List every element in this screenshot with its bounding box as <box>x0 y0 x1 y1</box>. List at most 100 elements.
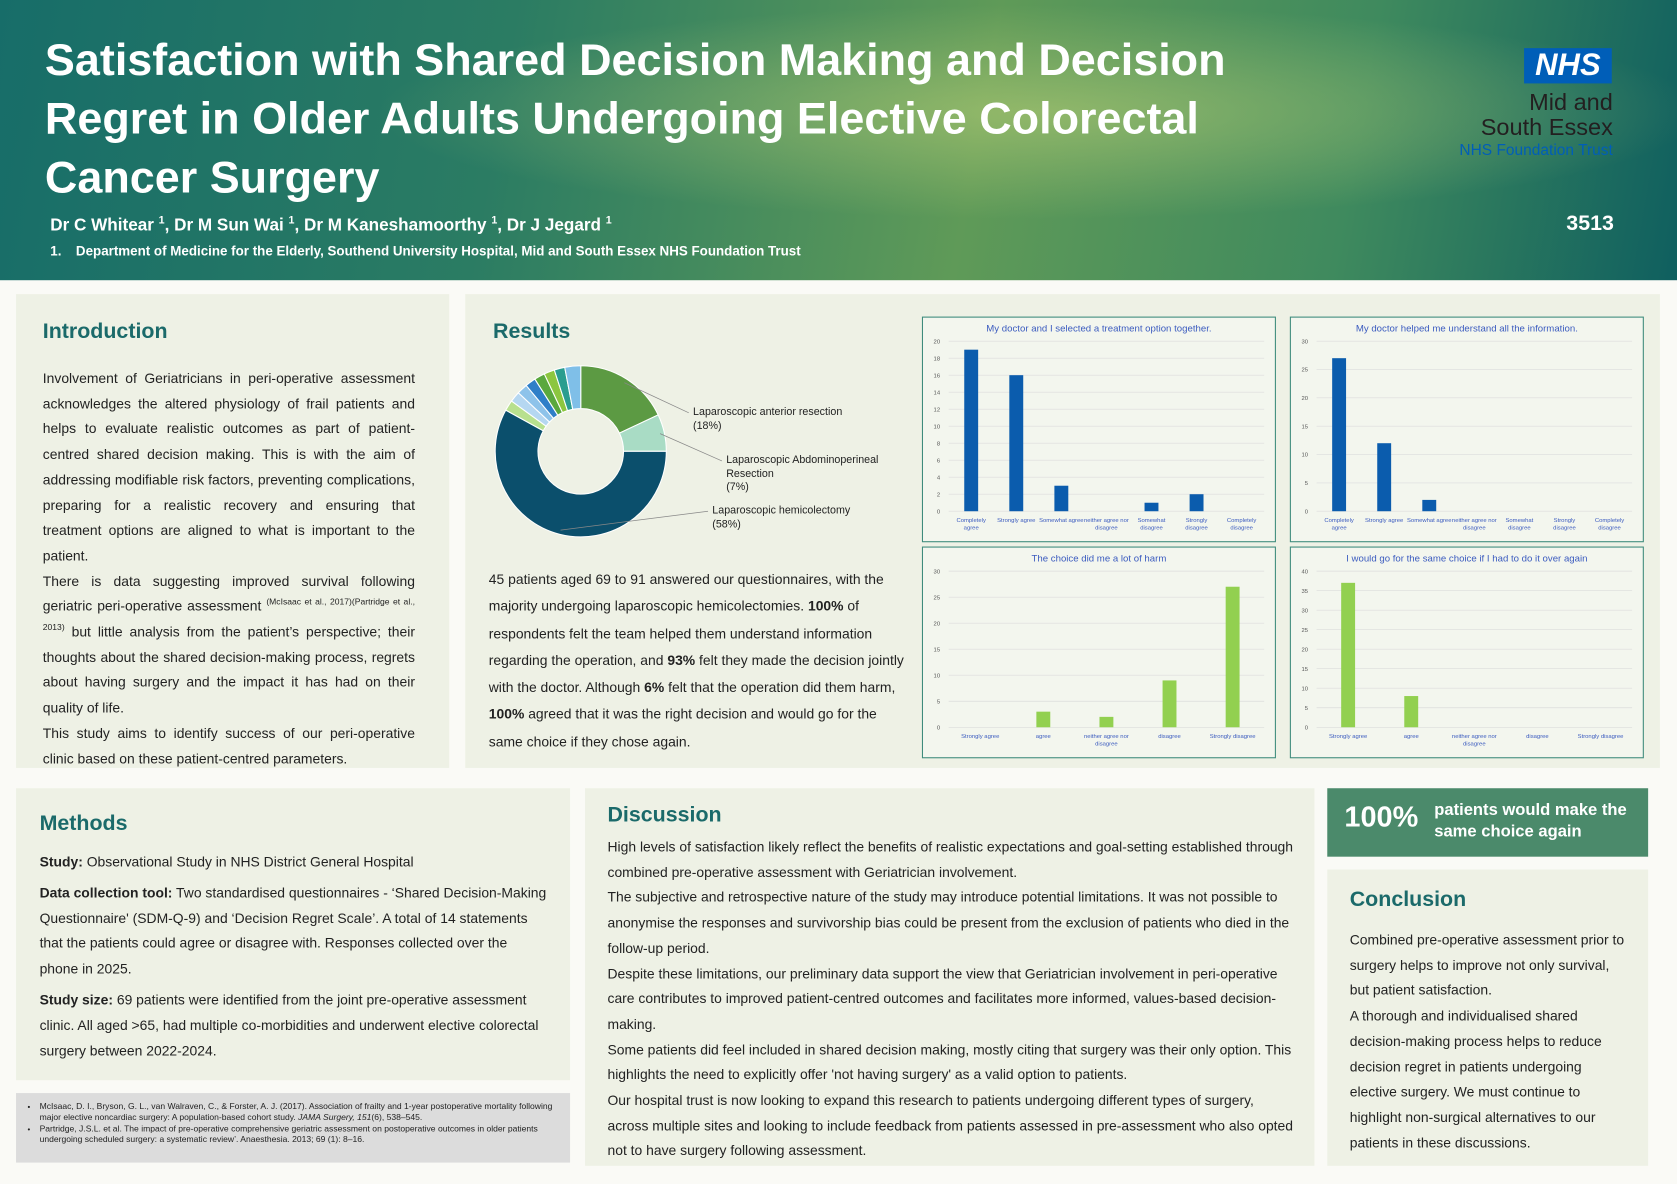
reference: Partridge, J.S.L. et al. The impact of p… <box>40 1124 562 1145</box>
leader-line <box>560 510 709 531</box>
x-tick-label: disagree <box>1526 733 1549 741</box>
method-label: Data collection tool: <box>39 884 173 901</box>
x-tick-label: Completely disagree <box>1594 517 1625 532</box>
text: McIsaac, D. I., Bryson, G. L., van Walra… <box>39 1101 553 1122</box>
discussion-panel: Discussion High levels of satisfaction l… <box>585 788 1315 1166</box>
y-tick-label: 12 <box>934 407 941 413</box>
y-tick-label: 10 <box>934 424 941 430</box>
author-name: Dr M Sun Wai <box>174 216 284 235</box>
y-tick-label: 15 <box>1301 424 1308 430</box>
text: 45 patients aged 69 to 91 answered our q… <box>488 571 884 615</box>
bar <box>1009 375 1024 512</box>
y-tick-label: 15 <box>934 647 941 653</box>
leader-line <box>624 382 689 414</box>
x-tick-label: agree <box>1403 733 1419 741</box>
y-tick-label: 4 <box>937 475 941 481</box>
x-tick-label: neither agree nor disagree <box>1084 733 1129 748</box>
results-panel: Results 45 patients aged 69 to 91 answer… <box>465 294 1660 768</box>
x-tick-label: Strongly disagree <box>1185 517 1208 532</box>
header: Satisfaction with Shared Decision Making… <box>0 0 1677 281</box>
x-tick-label: agree <box>1035 733 1051 741</box>
y-tick-label: 20 <box>1301 396 1308 402</box>
introduction-body: Involvement of Geriatricians in peri-ope… <box>43 366 415 772</box>
text: (6), 538–545. <box>371 1112 423 1122</box>
y-tick-label: 30 <box>934 569 941 575</box>
results-text: 45 patients aged 69 to 91 answered our q… <box>489 566 908 755</box>
x-tick-label: Strongly disagree <box>1553 517 1576 532</box>
x-tick-label: Strongly agree <box>961 733 1000 741</box>
author-name: Dr M Kaneshamoorthy <box>303 216 487 235</box>
paragraph: A thorough and individualised shared dec… <box>1349 1007 1602 1151</box>
x-tick-label: Completely agree <box>956 517 986 532</box>
slice-value: (18%) <box>693 419 722 432</box>
y-tick-label: 18 <box>934 356 941 362</box>
slice-category: Laparoscopic hemicolectomy <box>712 504 851 517</box>
donut-slice <box>494 409 667 538</box>
y-tick-label: 25 <box>934 595 941 601</box>
method-text: Two standardised questionnaires - ‘Share… <box>39 884 547 977</box>
y-tick-label: 0 <box>937 509 941 515</box>
text: of respondents felt the team helped them… <box>488 598 873 669</box>
x-tick-label: Strongly agree <box>1328 733 1368 741</box>
slice-value: (7%) <box>726 481 749 494</box>
method-item: Data collection tool: Two standardised q… <box>40 880 549 982</box>
chart-title: I would go for the same choice if I had … <box>1346 552 1588 564</box>
y-tick-label: 20 <box>934 621 941 627</box>
x-tick-label: Somewhat disagree <box>1505 517 1534 532</box>
method-item: Study: Observational Study in NHS Distri… <box>40 849 549 874</box>
chart-title: The choice did me a lot of harm <box>1031 552 1167 564</box>
y-tick-label: 5 <box>937 699 941 705</box>
bar-chart: I would go for the same choice if I had … <box>1289 546 1644 759</box>
text: felt that the operation did them harm, <box>664 679 896 696</box>
heading: Methods <box>39 811 128 836</box>
text: felt they made the decision jointly with… <box>488 652 904 696</box>
bar <box>1144 502 1159 512</box>
plot: 0 5 10 15 20 25 30 <box>934 569 1265 731</box>
slice-category: Laparoscopic anterior resection <box>693 406 843 419</box>
leader-line <box>659 433 723 462</box>
paragraph: There is data suggesting improved surviv… <box>43 569 415 721</box>
y-tick-label: 30 <box>1301 608 1308 614</box>
heading: Conclusion <box>1349 887 1467 912</box>
paragraph: This study aims to identify success of o… <box>42 724 415 767</box>
x-tick-label: Somewhat agree <box>1039 517 1084 525</box>
nhs-badge: NHS <box>1524 48 1612 84</box>
bar <box>964 349 979 512</box>
highlight-panel: 100% patients would make the same choice… <box>1327 788 1649 857</box>
y-tick-label: 8 <box>937 441 941 447</box>
x-tick-label: Strongly disagree <box>1209 733 1256 741</box>
trust-line: South Essex <box>1480 113 1613 141</box>
chart-title: My doctor and I selected a treatment opt… <box>986 322 1212 334</box>
references-panel: McIsaac, D. I., Bryson, G. L., van Walra… <box>16 1093 571 1163</box>
bar <box>1332 358 1347 512</box>
affiliation-number: 1. <box>50 243 62 259</box>
y-tick-label: 5 <box>1305 481 1309 487</box>
bar <box>1036 711 1051 728</box>
text: agreed that it was the right decision an… <box>488 706 877 750</box>
bar-chart: My doctor helped me understand all the i… <box>1289 316 1644 543</box>
x-tick-label: Completely agree <box>1324 517 1354 532</box>
paragraph: The subjective and retrospective nature … <box>607 889 1290 956</box>
donut-chart <box>494 365 723 538</box>
y-tick-label: 16 <box>934 373 941 379</box>
emphasis: 93% <box>667 652 696 669</box>
method-label: Study: <box>39 853 83 870</box>
journal: JAMA Surgery, 151 <box>298 1112 372 1122</box>
bar <box>1162 680 1177 728</box>
y-tick-label: 35 <box>1301 589 1308 595</box>
author-affiliation: 1 <box>158 214 165 227</box>
plot: 0 5 10 15 20 25 30 <box>1301 339 1633 515</box>
text: There is data suggesting improved surviv… <box>42 572 415 615</box>
plot: 0 5 10 15 20 25 30 35 40 <box>1301 569 1633 731</box>
x-tick-label: Completely disagree <box>1226 517 1257 532</box>
bar-chart: The choice did me a lot of harm 0 5 10 15 20 2… <box>921 546 1276 759</box>
title: Satisfaction with Shared Decision Making… <box>44 34 1226 203</box>
y-tick-label: 10 <box>1301 453 1308 459</box>
author-affiliation: 1 <box>491 214 498 227</box>
y-tick-label: 25 <box>1301 368 1308 374</box>
slice-value: (58%) <box>712 518 741 530</box>
paragraph: Our hospital trust is now looking to exp… <box>607 1092 1294 1159</box>
method-label: Study size: <box>39 991 113 1008</box>
